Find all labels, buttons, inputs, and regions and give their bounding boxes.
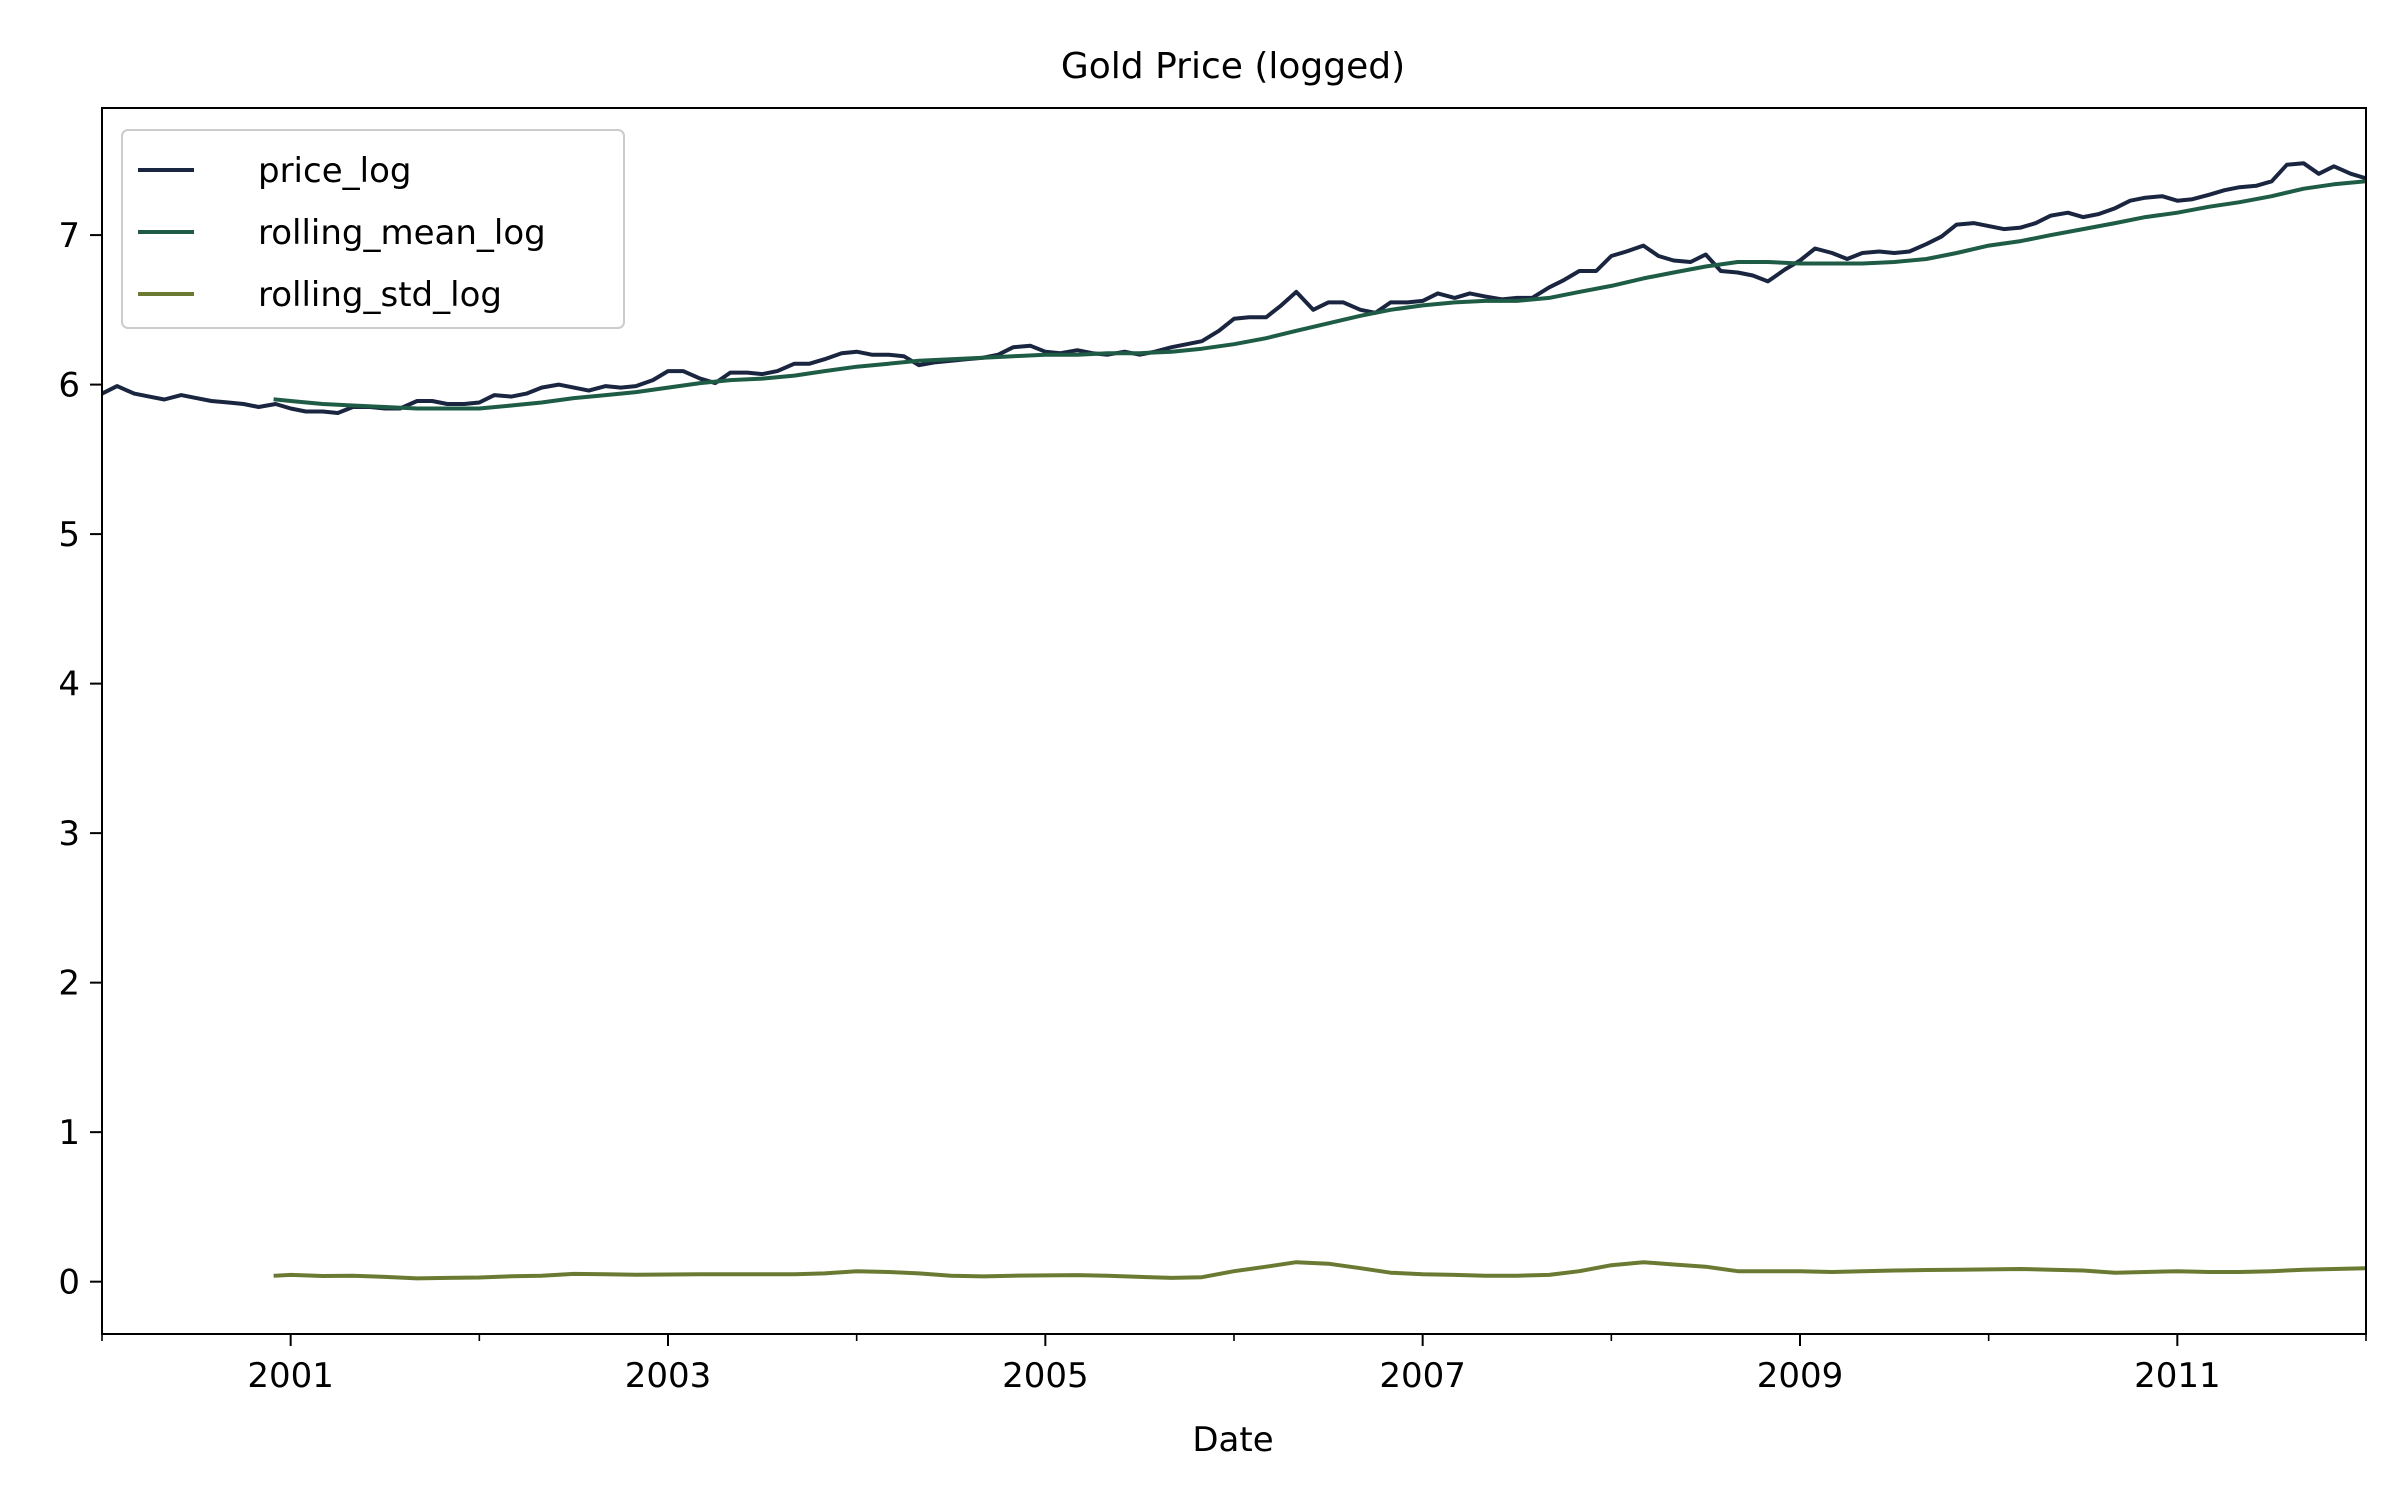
x-tick-label-2005: 2005 (1002, 1356, 1089, 1396)
x-tick-label-2011: 2011 (2134, 1356, 2221, 1396)
legend-label-rolling-mean-log: rolling_mean_log (258, 213, 546, 253)
y-tick-label-6: 6 (58, 366, 80, 406)
x-axis: 2001 2003 2005 2007 2009 2011 (101, 1334, 2367, 1396)
y-tick-label-0: 0 (58, 1263, 80, 1303)
chart-title: Gold Price (logged) (1061, 46, 1405, 87)
y-tick-label-2: 2 (58, 964, 80, 1004)
x-tick-label-2009: 2009 (1757, 1356, 1844, 1396)
y-tick-label-1: 1 (58, 1113, 80, 1153)
series-line-price-log (102, 161, 2366, 415)
x-tick-label-2007: 2007 (1379, 1356, 1466, 1396)
series-line-rolling-mean-log (273, 179, 2366, 411)
plot-frame (101, 107, 2367, 1335)
x-tick-label-2001: 2001 (247, 1356, 334, 1396)
y-tick-label-3: 3 (58, 814, 80, 854)
legend-box (121, 129, 625, 329)
y-tick-label-5: 5 (58, 515, 80, 555)
y-tick-label-4: 4 (58, 665, 80, 705)
legend-label-price-log: price_log (258, 151, 411, 191)
plot-area (102, 161, 2366, 1281)
series-line-rolling-std-log (273, 1260, 2366, 1281)
legend-label-rolling-std-log: rolling_std_log (258, 275, 502, 315)
legend: price_log rolling_mean_log rolling_std_log (121, 129, 625, 329)
y-tick-label-7: 7 (58, 216, 80, 256)
x-axis-label: Date (1192, 1420, 1273, 1460)
x-tick-label-2003: 2003 (625, 1356, 712, 1396)
y-axis: 0 1 2 3 4 5 6 7 (58, 216, 102, 1303)
